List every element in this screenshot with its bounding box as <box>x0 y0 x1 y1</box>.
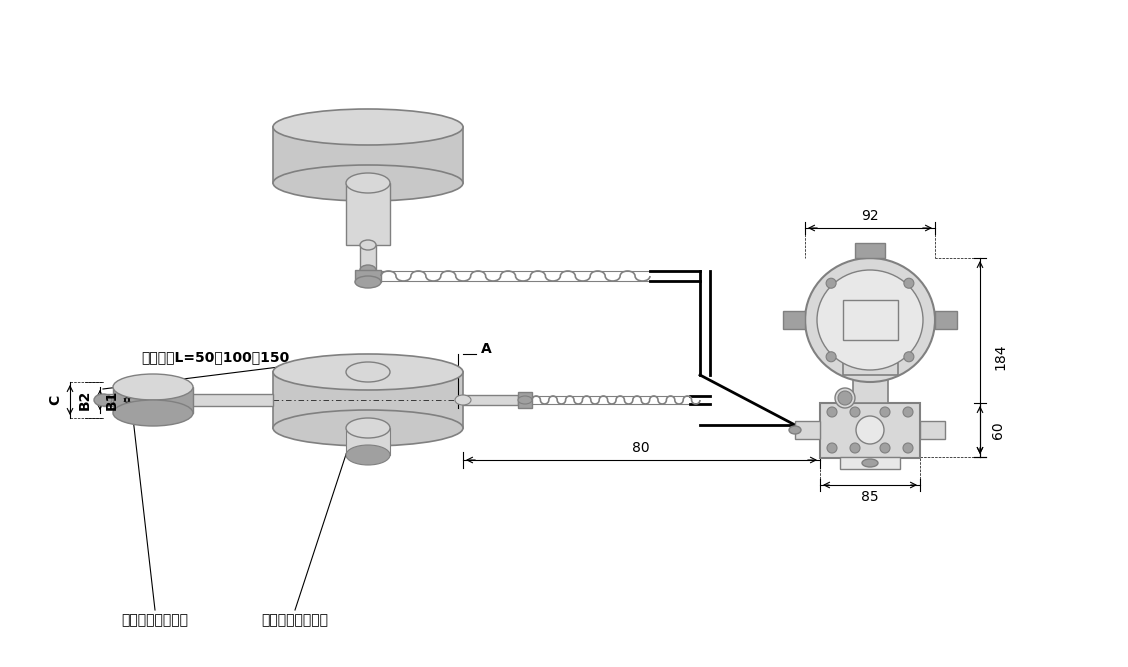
Ellipse shape <box>273 354 462 390</box>
Ellipse shape <box>788 426 801 434</box>
Ellipse shape <box>904 443 913 453</box>
Bar <box>843 363 898 375</box>
Ellipse shape <box>827 443 837 453</box>
Bar <box>855 243 885 258</box>
Ellipse shape <box>346 445 390 465</box>
Bar <box>820 403 920 458</box>
Ellipse shape <box>827 407 837 417</box>
Ellipse shape <box>273 165 462 201</box>
Text: B1: B1 <box>105 390 118 410</box>
Ellipse shape <box>856 416 884 444</box>
Ellipse shape <box>880 407 890 417</box>
Ellipse shape <box>518 396 532 404</box>
Ellipse shape <box>826 352 836 362</box>
Ellipse shape <box>880 443 890 453</box>
Bar <box>355 270 381 282</box>
Polygon shape <box>346 428 390 455</box>
Bar <box>935 311 957 329</box>
Ellipse shape <box>862 459 878 467</box>
Bar <box>920 421 945 439</box>
Bar <box>783 311 805 329</box>
Polygon shape <box>273 372 462 428</box>
Bar <box>795 421 820 439</box>
Ellipse shape <box>360 265 376 275</box>
Ellipse shape <box>904 352 914 362</box>
Ellipse shape <box>346 173 390 193</box>
Text: 插筒深度L=50，100，150: 插筒深度L=50，100，150 <box>142 350 290 364</box>
Ellipse shape <box>904 278 914 288</box>
Bar <box>843 300 898 340</box>
Text: 80: 80 <box>632 441 650 455</box>
Polygon shape <box>462 395 518 405</box>
Polygon shape <box>113 387 193 413</box>
Polygon shape <box>360 245 376 270</box>
Ellipse shape <box>904 407 913 417</box>
Ellipse shape <box>273 410 462 446</box>
Ellipse shape <box>851 407 860 417</box>
Ellipse shape <box>360 240 376 250</box>
Text: 184: 184 <box>993 344 1007 370</box>
Text: 插筒法兰（可选）: 插筒法兰（可选） <box>122 613 188 627</box>
Ellipse shape <box>851 443 860 453</box>
Polygon shape <box>273 127 462 183</box>
Ellipse shape <box>455 395 472 405</box>
Text: 60: 60 <box>992 421 1005 439</box>
Bar <box>853 363 888 403</box>
Text: 平膜法兰（可选）: 平膜法兰（可选） <box>262 613 328 627</box>
Bar <box>840 457 900 469</box>
Ellipse shape <box>805 258 935 382</box>
Polygon shape <box>346 183 390 245</box>
Text: A: A <box>481 342 492 356</box>
Ellipse shape <box>817 270 923 370</box>
Polygon shape <box>103 394 273 406</box>
Text: 85: 85 <box>861 490 879 504</box>
Ellipse shape <box>113 374 193 400</box>
Bar <box>518 392 532 408</box>
Ellipse shape <box>273 109 462 145</box>
Ellipse shape <box>94 394 112 406</box>
Ellipse shape <box>835 388 855 408</box>
Ellipse shape <box>838 391 852 405</box>
Ellipse shape <box>346 418 390 438</box>
Text: B2: B2 <box>78 390 92 410</box>
Text: 92: 92 <box>861 209 879 223</box>
Ellipse shape <box>346 362 390 382</box>
Ellipse shape <box>113 400 193 426</box>
Text: C: C <box>49 395 62 405</box>
Ellipse shape <box>355 276 381 288</box>
Ellipse shape <box>826 278 836 288</box>
